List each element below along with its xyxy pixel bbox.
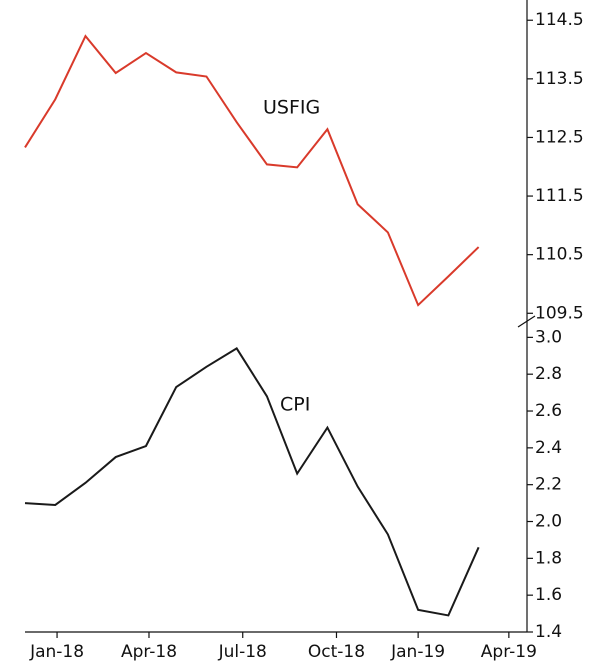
x-tick-label: Apr-19 [481, 642, 537, 662]
y-tick-label: 1.6 [535, 585, 562, 605]
x-tick-label: Oct-18 [308, 642, 365, 662]
y-tick-label: 2.6 [535, 401, 562, 421]
y-tick-label: 113.5 [535, 69, 584, 89]
series-label: USFIG [263, 97, 320, 119]
y-tick-label: 112.5 [535, 127, 584, 147]
series-label: CPI [280, 394, 310, 416]
x-tick-label: Apr-18 [121, 642, 177, 662]
x-tick-label: Jan-19 [390, 642, 445, 662]
y-tick-label: 2.8 [535, 364, 562, 384]
y-tick-label: 1.8 [535, 548, 562, 568]
line [24, 347, 480, 617]
x-tick-label: Jul-18 [218, 642, 267, 662]
y-tick-label: 109.5 [535, 303, 584, 323]
y-tick-label: 114.5 [535, 10, 584, 30]
y-tick-label: 1.4 [535, 622, 562, 642]
y-tick-label: 3.0 [535, 327, 562, 347]
line [24, 34, 480, 307]
y-tick-label: 110.5 [535, 245, 584, 265]
x-tick-label: Jan-18 [29, 642, 84, 662]
y-tick-label: 2.0 [535, 512, 562, 532]
y-tick-label: 2.4 [535, 438, 562, 458]
y-tick-label: 2.2 [535, 475, 562, 495]
y-tick-label: 111.5 [535, 186, 584, 206]
